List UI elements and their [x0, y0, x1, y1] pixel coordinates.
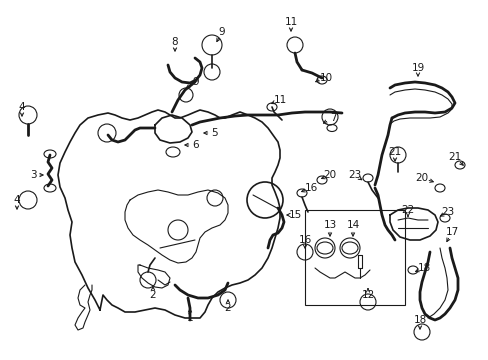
Text: 18: 18: [417, 263, 430, 273]
Text: 2: 2: [149, 290, 156, 300]
Text: 8: 8: [171, 37, 178, 47]
Text: 9: 9: [218, 27, 225, 37]
Text: 21: 21: [447, 152, 461, 162]
Text: 16: 16: [298, 235, 311, 245]
Text: 9: 9: [192, 77, 199, 87]
Text: 2: 2: [224, 303, 231, 313]
Text: 15: 15: [288, 210, 301, 220]
Text: 22: 22: [401, 205, 414, 215]
Text: 20: 20: [415, 173, 427, 183]
Text: 4: 4: [19, 102, 25, 112]
Text: 7: 7: [329, 113, 336, 123]
Text: 5: 5: [211, 128, 218, 138]
Text: 20: 20: [323, 170, 336, 180]
Text: 11: 11: [284, 17, 297, 27]
Text: 16: 16: [304, 183, 317, 193]
Text: 4: 4: [14, 195, 20, 205]
Text: 17: 17: [445, 227, 458, 237]
Text: 14: 14: [346, 220, 359, 230]
Text: 13: 13: [323, 220, 336, 230]
Text: 3: 3: [30, 170, 36, 180]
Text: 11: 11: [273, 95, 286, 105]
Text: 21: 21: [387, 147, 401, 157]
Text: 12: 12: [361, 290, 374, 300]
Bar: [305, 210, 404, 305]
Text: 23: 23: [347, 170, 361, 180]
Text: 19: 19: [410, 63, 424, 73]
Text: 1: 1: [186, 313, 193, 323]
Text: 6: 6: [192, 140, 199, 150]
Text: 10: 10: [319, 73, 332, 83]
Text: 18: 18: [412, 315, 426, 325]
Text: 23: 23: [441, 207, 454, 217]
